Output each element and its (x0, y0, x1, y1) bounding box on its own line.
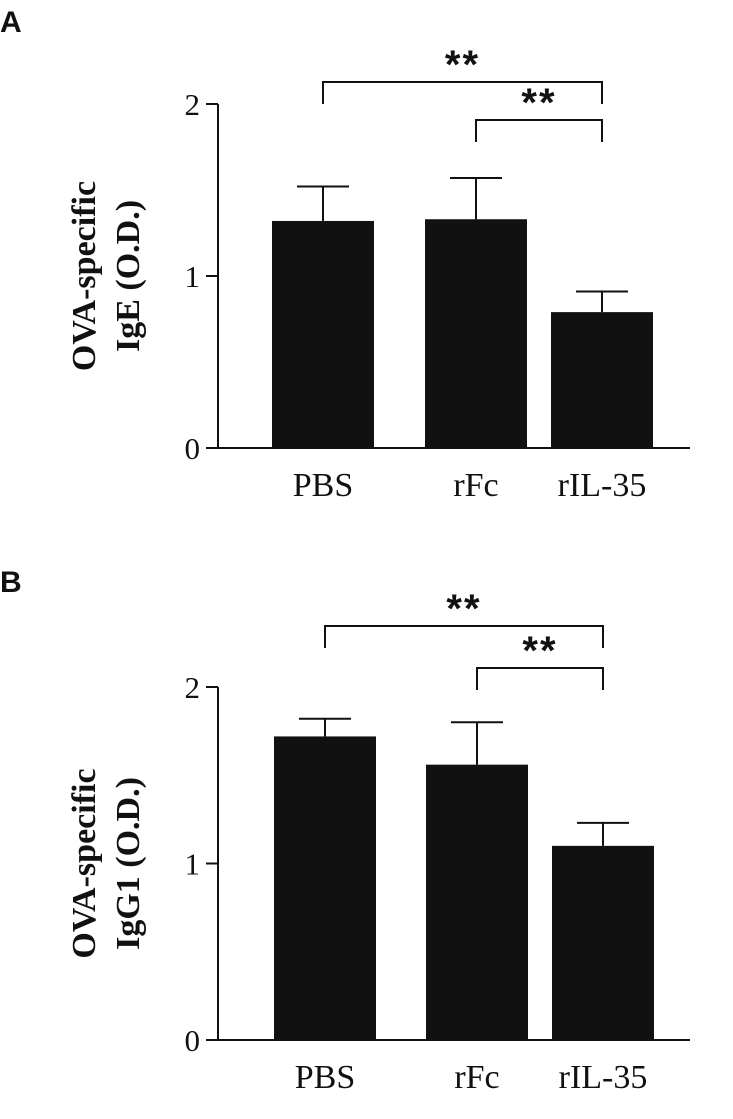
y-axis-label-line: IgG1 (O.D.) (110, 777, 147, 950)
bar (551, 312, 653, 448)
significance-label: ** (445, 43, 480, 87)
panel-letter: B (0, 566, 22, 599)
bar (272, 220, 374, 448)
y-tick-label: 2 (185, 670, 201, 705)
y-tick-label: 0 (185, 1023, 201, 1058)
category-label: PBS (295, 1059, 356, 1096)
panel-b: B 0 1 2 OVA-specific IgG1 (O.D.) PBS rFc rIL-35… (0, 560, 733, 1119)
category-label: rIL-35 (559, 1059, 648, 1096)
significance-bracket (475, 119, 603, 142)
bar (552, 845, 654, 1040)
significance-bracket (324, 625, 604, 648)
y-tick-label: 1 (185, 259, 201, 294)
ige-bar-chart: 0 1 2 OVA-specific IgE (O.D.) PBS rFc rIL-35 ** *… (66, 43, 690, 504)
significance-label: ** (446, 587, 481, 631)
bar (274, 736, 376, 1040)
significance-bracket (322, 81, 603, 104)
y-tick-label: 2 (185, 87, 201, 122)
category-label: rFc (453, 467, 498, 504)
panel-a: A 0 1 2 OVA-specific IgE (O.D.) PBS rFc rIL-35 *… (0, 0, 733, 540)
bar (426, 764, 528, 1040)
y-tick-label: 1 (185, 847, 201, 882)
y-axis-label: OVA-specific IgE (O.D.) (66, 181, 147, 371)
panel-letter: A (0, 6, 22, 39)
category-label: PBS (293, 467, 354, 504)
igg1-bar-chart: 0 1 2 OVA-specific IgG1 (O.D.) PBS rFc rIL-35 **… (66, 587, 690, 1096)
significance-label: ** (521, 81, 556, 125)
y-axis-label-line: IgE (O.D.) (110, 200, 147, 352)
y-axis-label-line: OVA-specific (66, 181, 103, 371)
y-tick-label: 0 (185, 431, 201, 466)
y-axis-label: OVA-specific IgG1 (O.D.) (66, 768, 147, 958)
category-label: rIL-35 (558, 467, 647, 504)
significance-bracket (476, 667, 604, 690)
significance-label: ** (522, 629, 557, 673)
bar (425, 219, 527, 448)
y-axis-label-line: OVA-specific (66, 768, 103, 958)
category-label: rFc (454, 1059, 499, 1096)
